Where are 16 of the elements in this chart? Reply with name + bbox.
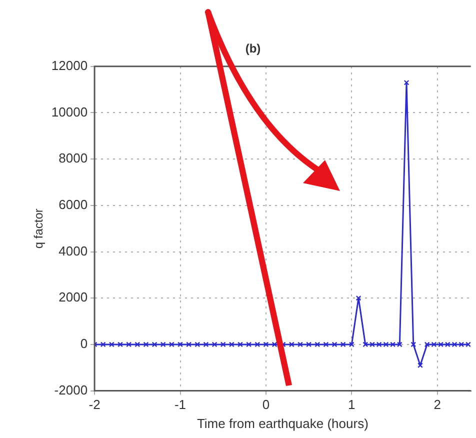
y-tick-label: 12000 — [51, 58, 88, 73]
x-tick-label: -1 — [174, 397, 186, 412]
y-tick-label: 2000 — [58, 290, 88, 305]
x-tick-label: -2 — [88, 397, 100, 412]
x-tick-label: 2 — [434, 397, 441, 412]
chart-title: (b) — [245, 42, 261, 56]
y-tick-label: 6000 — [58, 197, 88, 212]
y-tick-label: 10000 — [51, 104, 88, 120]
x-tick-label: 0 — [262, 397, 270, 412]
y-tick-label: 0 — [80, 336, 88, 352]
y-axis-title: q factor — [32, 208, 46, 249]
y-tick-label: 8000 — [58, 150, 88, 166]
x-axis-title: Time from earthquake (hours) — [196, 416, 368, 431]
x-tick-label: 1 — [348, 397, 356, 412]
y-tick-label: 4000 — [58, 243, 88, 258]
y-tick-label: -2000 — [54, 382, 88, 398]
